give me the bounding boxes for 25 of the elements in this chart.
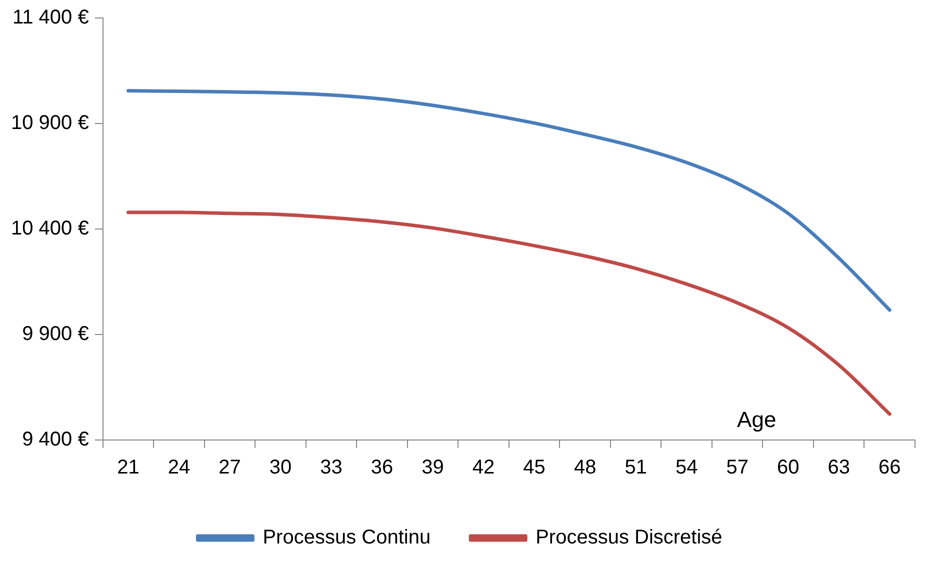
x-tick-label: 66 bbox=[878, 456, 901, 479]
x-tick-label: 63 bbox=[828, 456, 850, 479]
y-tick-label: 9 900 € bbox=[22, 323, 89, 346]
x-tick-label: 57 bbox=[726, 456, 748, 479]
x-tick-label: 33 bbox=[320, 456, 342, 479]
x-tick-label: 45 bbox=[523, 456, 546, 479]
x-tick-label: 54 bbox=[675, 456, 698, 479]
x-tick-label: 51 bbox=[624, 456, 647, 479]
legend-label: Processus Continu bbox=[262, 526, 431, 549]
y-tick-label: 11 400 € bbox=[12, 6, 89, 29]
x-tick-label: 27 bbox=[218, 456, 241, 479]
x-tick-label: 21 bbox=[117, 456, 140, 479]
x-tick-label: 60 bbox=[776, 456, 800, 479]
x-tick-label: 42 bbox=[472, 456, 495, 479]
line-series bbox=[126, 89, 892, 312]
x-tick-label: 30 bbox=[269, 456, 292, 479]
y-tick-label: 10 400 € bbox=[10, 218, 89, 240]
y-tick-label: 9 400 € bbox=[22, 428, 89, 451]
legend-label: Processus Discretisé bbox=[536, 526, 722, 549]
x-tick-label: 24 bbox=[168, 456, 190, 479]
x-tick-label: 39 bbox=[422, 456, 444, 479]
x-axis-title: Age bbox=[737, 407, 776, 432]
x-tick-label: 48 bbox=[574, 456, 596, 479]
x-tick-label: 36 bbox=[370, 456, 394, 479]
y-tick-label: 10 900 € bbox=[10, 112, 89, 134]
